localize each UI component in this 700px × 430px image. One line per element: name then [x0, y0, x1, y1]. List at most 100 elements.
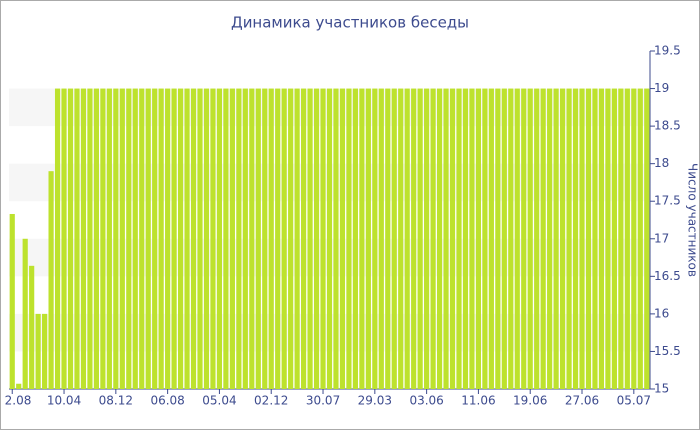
bar: [547, 88, 553, 390]
bar: [346, 88, 352, 390]
bar: [391, 88, 397, 390]
bar: [61, 88, 67, 390]
bar: [404, 88, 410, 390]
bar: [93, 88, 99, 390]
bar: [281, 88, 287, 390]
bar: [301, 88, 307, 390]
bar: [48, 171, 54, 389]
bar: [430, 88, 436, 390]
bar: [294, 88, 300, 390]
y-tick-label: 15.5: [654, 344, 681, 358]
bar: [514, 88, 520, 390]
bar: [42, 313, 48, 389]
bar: [385, 88, 391, 390]
bar: [585, 88, 592, 390]
bar: [365, 88, 371, 390]
bar: [560, 88, 566, 390]
bar: [210, 88, 216, 390]
bar: [223, 88, 229, 390]
x-tick-label: 10.04: [47, 394, 81, 408]
bar: [572, 88, 579, 390]
bar: [372, 88, 378, 390]
y-tick-label: 17.5: [654, 194, 681, 208]
bar: [482, 88, 488, 390]
y-tick-label: 16.5: [654, 269, 681, 283]
x-tick-label: 27.06: [565, 394, 599, 408]
bar: [16, 383, 22, 389]
x-tick-label: 05.04: [202, 394, 236, 408]
bar: [462, 88, 469, 390]
x-tick-label: 05.07: [617, 394, 651, 408]
bar: [605, 88, 611, 390]
bar: [216, 88, 223, 390]
bar: [54, 88, 61, 390]
bar: [469, 88, 475, 390]
bar: [74, 88, 80, 390]
bar: [139, 88, 145, 390]
y-tick-label: 18.5: [654, 119, 681, 133]
bar: [611, 88, 617, 390]
bar: [255, 88, 261, 390]
bar: [184, 88, 190, 390]
bar: [475, 88, 482, 390]
x-tick-label: 08.12: [99, 394, 133, 408]
bar: [488, 88, 494, 390]
x-tick-label: 2.08: [5, 394, 32, 408]
bar: [508, 88, 514, 390]
bar: [527, 88, 533, 390]
bar: [203, 88, 210, 390]
chart-title: Динамика участников беседы: [231, 14, 469, 32]
bar: [87, 88, 93, 390]
bar: [495, 88, 501, 390]
bar: [631, 88, 637, 390]
bar: [152, 88, 158, 390]
y-tick-label: 19.5: [654, 44, 681, 58]
y-tick-label: 15: [654, 382, 669, 396]
x-tick-label: 19.06: [513, 394, 547, 408]
bar: [417, 88, 423, 390]
bar: [411, 88, 417, 390]
bar: [80, 88, 87, 390]
bar: [158, 88, 164, 390]
bar: [242, 88, 248, 390]
bar: [313, 88, 320, 390]
bar: [534, 88, 540, 390]
bar: [592, 88, 598, 390]
bar: [456, 88, 462, 390]
bar: [618, 88, 624, 390]
bar: [145, 88, 151, 390]
bar: [326, 88, 333, 390]
bar: [35, 313, 41, 389]
bar: [501, 88, 507, 390]
y-tick-label: 16: [654, 306, 669, 320]
bar: [9, 213, 15, 389]
bar: [566, 88, 572, 390]
bar: [236, 88, 242, 390]
bar: [22, 238, 28, 389]
x-tick-label: 11.06: [461, 394, 495, 408]
bar: [249, 88, 255, 390]
bar: [132, 88, 138, 390]
bar: [67, 88, 74, 390]
x-tick-label: 06.08: [150, 394, 184, 408]
bar: [398, 88, 404, 390]
bar: [307, 88, 313, 390]
bar: [165, 88, 171, 390]
bar: [424, 88, 430, 390]
bar: [521, 88, 527, 390]
x-tick-label: 30.07: [306, 394, 340, 408]
bar: [540, 88, 546, 390]
bar: [644, 88, 650, 390]
bar: [359, 88, 365, 390]
bar: [113, 88, 119, 390]
bar: [579, 88, 585, 390]
bar: [333, 88, 339, 390]
bar: [262, 88, 268, 390]
bar: [275, 88, 281, 390]
bar: [320, 88, 326, 390]
bar: [288, 88, 294, 390]
bar: [100, 88, 106, 390]
bar: [553, 88, 559, 390]
bar: [229, 88, 235, 390]
